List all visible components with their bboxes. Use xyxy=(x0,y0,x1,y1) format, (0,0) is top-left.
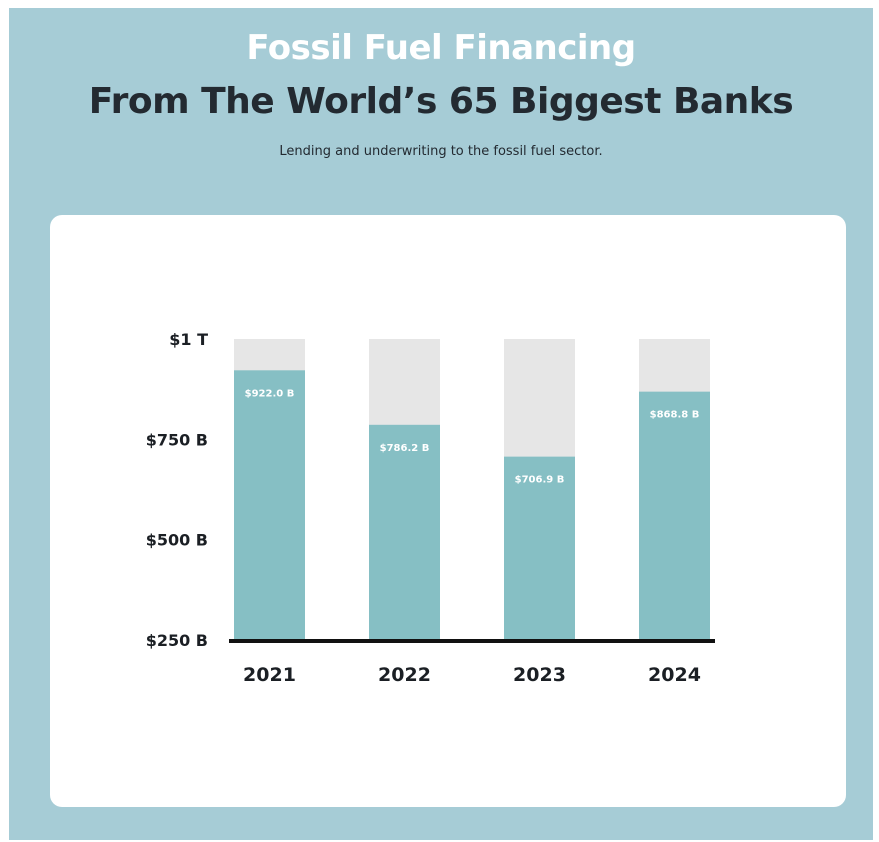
bar-chart: $250 B $500 B $750 B $1 T $922.0 B 2021 $786.2… xyxy=(146,330,715,686)
chart-background: Fossil Fuel Financing From The World’s 6… xyxy=(9,8,873,840)
x-tick-label: 2023 xyxy=(513,664,566,686)
x-tick-label: 2021 xyxy=(243,664,296,686)
bar-2024 xyxy=(639,391,710,640)
data-label: $786.2 B xyxy=(380,443,430,454)
data-label: $868.8 B xyxy=(650,410,700,421)
x-tick-label: 2024 xyxy=(648,664,701,686)
bar-2023 xyxy=(504,456,575,640)
data-label: $706.9 B xyxy=(515,475,565,486)
x-tick-label: 2022 xyxy=(378,664,431,686)
y-tick-label: $750 B xyxy=(146,430,208,449)
bar-2021 xyxy=(234,370,305,640)
chart-description: Lending and underwriting to the fossil f… xyxy=(279,144,603,159)
data-label: $922.0 B xyxy=(245,388,295,399)
chart-subtitle: From The World’s 65 Biggest Banks xyxy=(88,81,794,122)
y-tick-label: $250 B xyxy=(146,631,208,650)
y-tick-label: $500 B xyxy=(146,531,208,550)
bar-2022 xyxy=(369,424,440,640)
chart-card: $250 B $500 B $750 B $1 T $922.0 B 2021 $786.2… xyxy=(50,215,846,807)
y-tick-label: $1 T xyxy=(169,330,208,349)
chart-title: Fossil Fuel Financing xyxy=(246,28,636,68)
